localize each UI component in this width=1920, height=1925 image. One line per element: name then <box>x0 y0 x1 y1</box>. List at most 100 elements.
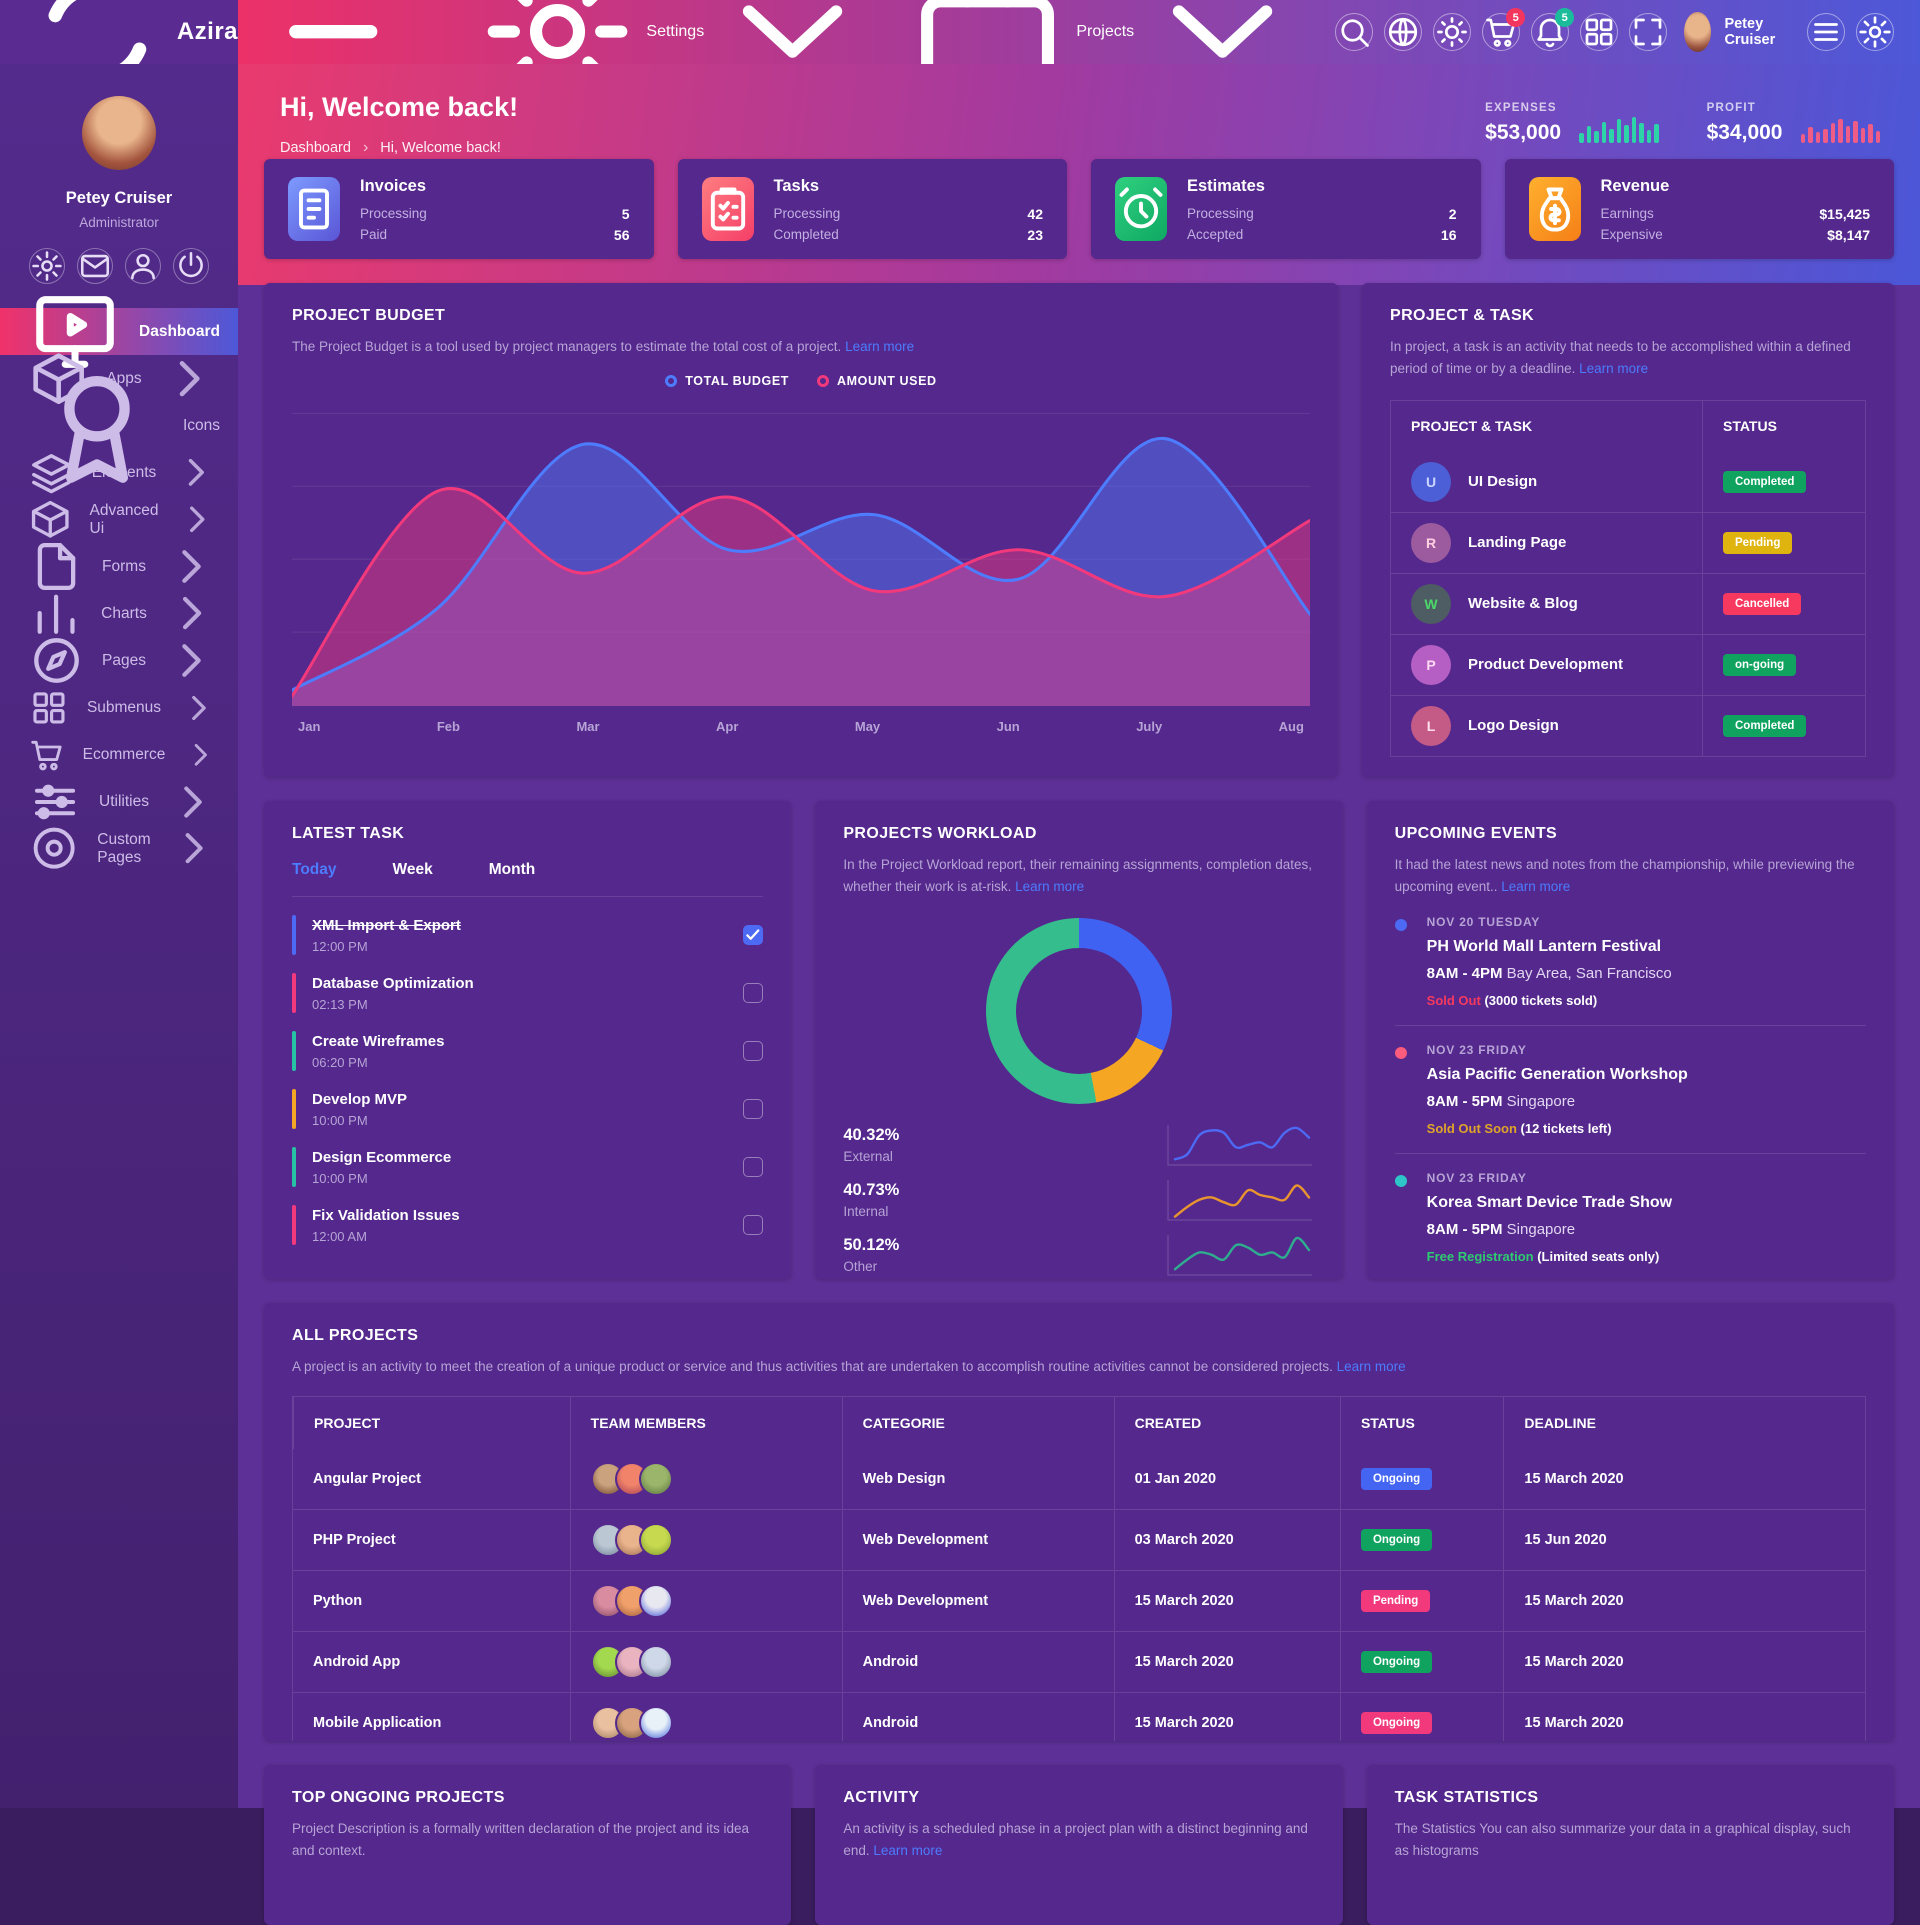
sidebar-item[interactable]: Charts <box>0 590 238 637</box>
status-badge: Completed <box>1723 714 1807 737</box>
sidebar-item[interactable]: Forms <box>0 542 238 591</box>
user-name[interactable]: Petey Cruiser <box>1724 16 1776 48</box>
bell-button[interactable]: 5 <box>1531 8 1575 51</box>
learn-more-link[interactable]: Learn more <box>1015 878 1085 894</box>
stat-value: $34,000 <box>1706 121 1783 144</box>
breadcrumb-separator: › <box>362 139 369 156</box>
learn-more-link[interactable]: Learn more <box>1336 1359 1406 1374</box>
search-button[interactable] <box>1335 13 1374 51</box>
fullscreen-button[interactable] <box>1629 13 1668 51</box>
gear-button[interactable] <box>29 248 65 284</box>
navbar-trailing-icons <box>1807 13 1894 51</box>
card-description: In project, a task is an activity that n… <box>1390 339 1851 376</box>
learn-more-link[interactable]: Learn more <box>1501 878 1571 894</box>
sidebar-item[interactable]: Utilities <box>0 778 238 825</box>
user-avatar[interactable] <box>1684 12 1712 52</box>
mini-bar <box>1868 124 1873 143</box>
sidebar-item[interactable]: Custom Pages <box>0 825 238 872</box>
learn-more-link[interactable]: Learn more <box>873 1842 943 1858</box>
legend-item[interactable]: TOTAL BUDGET <box>665 374 789 388</box>
bottom-cards-row: TOP ONGOING PROJECTS Project Description… <box>264 1765 1894 1925</box>
gear-icon <box>1857 14 1893 50</box>
mini-bar <box>1594 131 1599 143</box>
list-button[interactable] <box>1807 13 1845 51</box>
card-title: PROJECT BUDGET <box>292 307 446 324</box>
event-name[interactable]: Korea Smart Device Trade Show <box>1426 1193 1673 1211</box>
main: Hi, Welcome back! Dashboard › Hi, Welcom… <box>238 64 1920 1925</box>
event-status: Sold Out <box>1426 992 1481 1008</box>
user-button[interactable] <box>125 248 161 284</box>
table-row[interactable]: Python Web Development 15 March 2020 Pen… <box>293 1569 1865 1631</box>
table-row[interactable]: Angular Project Web Design 01 Jan 2020 O… <box>293 1448 1865 1509</box>
sidebar-item-label: Icons <box>182 416 220 434</box>
table-row[interactable]: U UI Design Completed <box>1391 451 1865 512</box>
stat-value: $53,000 <box>1485 121 1562 144</box>
brand[interactable]: Azira <box>0 0 238 93</box>
grid-button[interactable] <box>1580 13 1619 51</box>
profile-avatar[interactable] <box>82 96 156 170</box>
gear-button[interactable] <box>1856 13 1894 51</box>
task-checkbox[interactable] <box>743 925 764 945</box>
sidebar-item[interactable]: Advanced Ui <box>0 496 238 543</box>
mini-bar <box>1860 128 1865 143</box>
tab[interactable]: Week <box>392 861 433 878</box>
task-checkbox[interactable] <box>743 1099 764 1119</box>
table-row[interactable]: R Landing Page Pending <box>1391 511 1865 573</box>
stat-card: Estimates Processing 2 Accepted 16 <box>1091 159 1481 259</box>
sidebar-item-label: Dashboard <box>139 322 220 340</box>
task-time: 10:00 PM <box>312 1170 368 1186</box>
stat-row-value: $15,425 <box>1819 206 1870 222</box>
table-row[interactable]: Android App Android 15 March 2020 Ongoin… <box>293 1630 1865 1692</box>
status-badge: Pending <box>1723 531 1793 554</box>
sidebar-item[interactable]: Pages <box>0 637 238 684</box>
task-checkbox[interactable] <box>743 983 764 1003</box>
mail-button[interactable] <box>77 248 113 284</box>
chevron-right-icon <box>173 449 220 496</box>
task-checkbox[interactable] <box>743 1157 764 1177</box>
chevron-right-icon <box>163 632 220 689</box>
list-item: Design Ecommerce 10:00 PM <box>292 1147 764 1187</box>
x-axis-tick: Mar <box>576 718 600 734</box>
task-checkbox[interactable] <box>743 1041 764 1061</box>
table-row[interactable]: W Website & Blog Cancelled <box>1391 572 1865 634</box>
event-name[interactable]: Asia Pacific Generation Workshop <box>1426 1065 1688 1083</box>
sidebar-item[interactable]: Dashboard <box>0 296 238 369</box>
column-header: TEAM MEMBERS <box>569 1396 842 1449</box>
task-name: Fix Validation Issues <box>312 1206 460 1224</box>
power-button[interactable] <box>173 248 209 284</box>
stat-row-value: $8,147 <box>1827 227 1870 243</box>
event-name[interactable]: PH World Mall Lantern Festival <box>1426 937 1662 955</box>
event-time: 8AM - 4PM <box>1426 964 1503 982</box>
summary-card: TOP ONGOING PROJECTS Project Description… <box>264 1765 792 1925</box>
sidebar-item[interactable]: Icons <box>0 375 238 483</box>
sidebar-item[interactable]: Submenus <box>0 684 238 731</box>
cart-button[interactable]: 5 <box>1482 8 1526 51</box>
breadcrumb-home[interactable]: Dashboard <box>280 140 351 156</box>
learn-more-link[interactable]: Learn more <box>845 339 915 354</box>
event-note: (3000 tickets sold) <box>1484 992 1598 1008</box>
table-row[interactable]: PHP Project Web Development 03 March 202… <box>293 1508 1865 1570</box>
workload-stat: 40.32% External <box>843 1122 1314 1168</box>
user-icon <box>126 249 160 283</box>
legend-item[interactable]: AMOUNT USED <box>817 374 937 388</box>
table-row[interactable]: P Product Development on-going <box>1391 633 1865 695</box>
sun-button[interactable] <box>1433 13 1472 51</box>
cube-icon <box>28 497 73 542</box>
table-row[interactable]: Mobile Application Android 15 March 2020… <box>293 1691 1865 1741</box>
tab[interactable]: Month <box>488 861 536 878</box>
sparkline-chart <box>1167 1234 1312 1276</box>
tab[interactable]: Today <box>292 861 337 878</box>
table-body: Angular Project Web Design 01 Jan 2020 O… <box>293 1448 1865 1741</box>
status-badge: Ongoing <box>1360 1650 1433 1673</box>
sidebar-item[interactable]: Ecommerce <box>0 731 238 778</box>
globe-button[interactable] <box>1384 13 1423 51</box>
project-task-card: PROJECT & TASK In project, a task is an … <box>1362 283 1894 777</box>
breadcrumb-current: Hi, Welcome back! <box>380 140 501 156</box>
team-members <box>590 1705 673 1740</box>
learn-more-link[interactable]: Learn more <box>1579 360 1649 376</box>
task-checkbox[interactable] <box>743 1215 764 1235</box>
sidebar-item[interactable]: Elements <box>0 449 238 496</box>
table-row[interactable]: L Logo Design Completed <box>1391 694 1865 756</box>
cube-icon <box>28 348 89 409</box>
disc-icon <box>28 822 80 874</box>
